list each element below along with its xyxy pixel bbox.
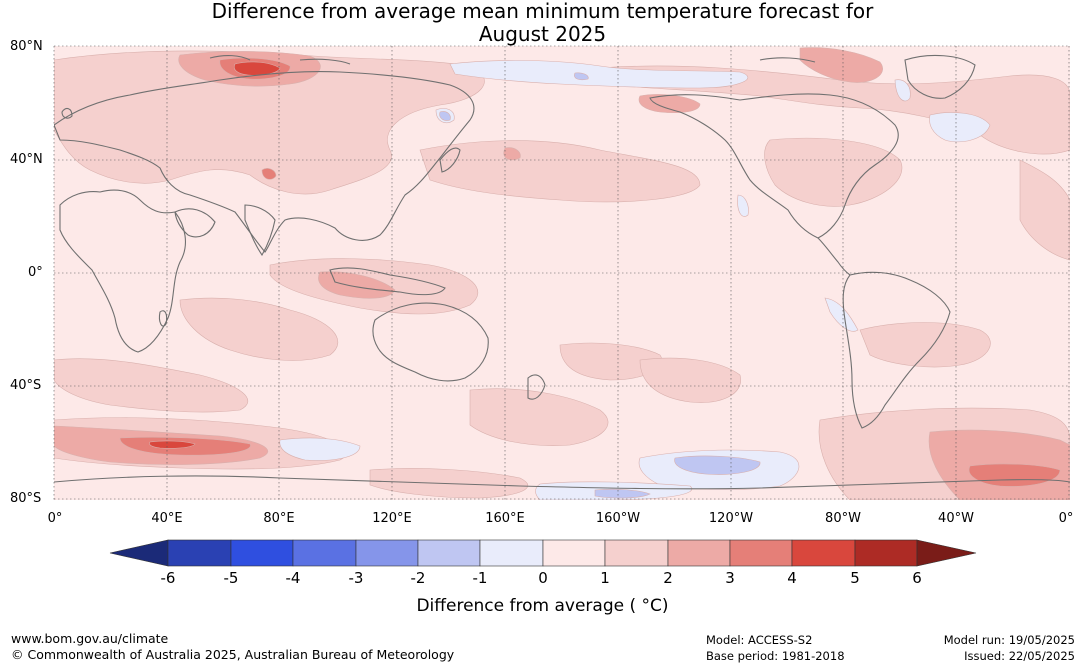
colorbar-tick: 5 bbox=[850, 569, 860, 587]
anomaly-1-2-region bbox=[54, 358, 249, 413]
lon-label-160w: 160°W bbox=[595, 511, 641, 526]
anomaly-1-2-region bbox=[639, 357, 741, 403]
colorbar-tick: -4 bbox=[285, 569, 301, 587]
colorbar-segment bbox=[729, 539, 793, 567]
coastline-india bbox=[244, 204, 276, 257]
lon-label-120w: 120°W bbox=[708, 511, 754, 526]
colorbar-tick: 0 bbox=[538, 569, 548, 587]
coastline-madagascar bbox=[158, 310, 168, 327]
colorbar-tick: -2 bbox=[410, 569, 426, 587]
colorbar-segment bbox=[292, 539, 357, 567]
coastline-africa bbox=[59, 189, 186, 353]
colorbar-tick: -6 bbox=[160, 569, 176, 587]
footer-model-run: Model run: 19/05/2025 bbox=[943, 633, 1075, 647]
coastline-antarctica bbox=[54, 475, 1070, 490]
anomaly-cool-region bbox=[894, 79, 911, 102]
lat-label-40s: 40°S bbox=[10, 378, 42, 393]
coastlines bbox=[54, 54, 1070, 490]
anomaly-1-2-region bbox=[179, 297, 339, 361]
coastline-arctic-islands bbox=[209, 55, 816, 65]
colorbar-tick: -5 bbox=[223, 569, 239, 587]
coastline-new-zealand bbox=[527, 374, 546, 400]
colorbar-label: Difference from average ( °C) bbox=[416, 596, 669, 616]
coastline-greenland bbox=[904, 54, 976, 99]
lon-label-160e: 160°E bbox=[485, 511, 525, 526]
footer-issued: Issued: 22/05/2025 bbox=[964, 649, 1075, 663]
colorbar-tick: 4 bbox=[787, 569, 797, 587]
anomaly-cool-region bbox=[279, 437, 361, 461]
coastline-north-america bbox=[649, 93, 899, 239]
lon-label-80w: 80°W bbox=[825, 511, 861, 526]
coastline-south-america bbox=[842, 271, 951, 429]
colorbar-segment bbox=[417, 539, 481, 567]
anomaly-2-3-region bbox=[503, 147, 521, 161]
colorbar-segment bbox=[542, 539, 606, 567]
colorbar-min-arrow bbox=[109, 539, 169, 567]
anomaly-2-3-region bbox=[799, 47, 883, 83]
anomaly-1-2-region bbox=[469, 388, 609, 446]
colorbar-tick: 6 bbox=[912, 569, 922, 587]
coastline-australia bbox=[372, 302, 489, 382]
coastline-britain bbox=[61, 107, 73, 119]
lon-label-120e: 120°E bbox=[372, 511, 412, 526]
lat-label-40n: 40°N bbox=[10, 152, 43, 167]
colorbar-tick: 2 bbox=[663, 569, 673, 587]
anomaly-cool-region bbox=[929, 112, 991, 143]
colorbar-segment bbox=[230, 539, 294, 567]
anomaly-3-4-region bbox=[261, 168, 277, 180]
colorbar-tick: 3 bbox=[725, 569, 735, 587]
lon-label-40w: 40°W bbox=[938, 511, 974, 526]
anomaly-cool-region bbox=[439, 111, 451, 121]
anomaly-4-5-region bbox=[149, 440, 196, 449]
lon-label-0-east: 0° bbox=[1058, 511, 1074, 526]
colorbar-segment bbox=[667, 539, 731, 567]
anomaly-field bbox=[54, 47, 1070, 500]
colorbar-segment bbox=[167, 539, 232, 567]
coastline-arabia bbox=[174, 208, 216, 238]
colorbar-segment bbox=[854, 539, 918, 567]
lat-label-equator: 0° bbox=[28, 265, 43, 280]
anomaly-1-2-region bbox=[764, 137, 903, 207]
colorbar-tick: -3 bbox=[348, 569, 364, 587]
lon-label-80e: 80°E bbox=[263, 511, 295, 526]
lon-label-0-west: 0° bbox=[47, 511, 63, 526]
title-line-1: Difference from average mean minimum tem… bbox=[211, 0, 874, 23]
anomaly-cool-region bbox=[594, 488, 651, 499]
anomaly-cool-region bbox=[674, 455, 761, 475]
coastline-central-america bbox=[817, 237, 851, 276]
footer-model: Model: ACCESS-S2 bbox=[706, 633, 813, 647]
colorbar-tick: -1 bbox=[472, 569, 488, 587]
anomaly-1-2-region bbox=[419, 140, 701, 203]
footer-base-period: Base period: 1981-2018 bbox=[706, 649, 845, 663]
graticule bbox=[53, 45, 1070, 500]
lat-label-80s: 80°S bbox=[10, 491, 42, 506]
colorbar-segment bbox=[791, 539, 856, 567]
lat-label-80n: 80°N bbox=[10, 39, 43, 54]
colorbar bbox=[109, 539, 977, 567]
map-title: Difference from average mean minimum tem… bbox=[0, 0, 1085, 46]
colorbar-segment bbox=[355, 539, 419, 567]
anomaly-1-2-region bbox=[859, 322, 991, 368]
lon-label-40e: 40°E bbox=[151, 511, 183, 526]
colorbar-segment bbox=[479, 539, 544, 567]
colorbar-segment bbox=[604, 539, 669, 567]
coastline-eurasia bbox=[54, 70, 475, 253]
coastline-japan bbox=[439, 147, 461, 173]
anomaly-cool-region bbox=[449, 60, 749, 89]
anomaly-2-3-region bbox=[318, 271, 396, 299]
colorbar-max-arrow bbox=[916, 539, 977, 567]
colorbar-tick: 1 bbox=[600, 569, 610, 587]
anomaly-cool-region bbox=[574, 72, 589, 81]
coastline-indonesia bbox=[329, 267, 446, 296]
anomaly-cool-region bbox=[737, 194, 749, 217]
title-line-2: August 2025 bbox=[478, 22, 607, 46]
footer-copyright: © Commonwealth of Australia 2025, Austra… bbox=[11, 647, 455, 662]
footer-website: www.bom.gov.au/climate bbox=[11, 631, 169, 646]
anomaly-1-2-region bbox=[1019, 159, 1070, 261]
anomaly-cool-region bbox=[824, 297, 859, 332]
